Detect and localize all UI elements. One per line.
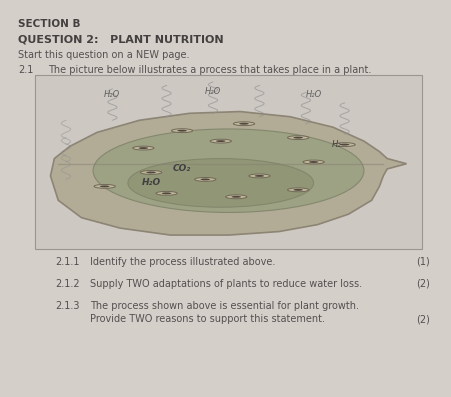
Ellipse shape bbox=[94, 185, 115, 188]
Text: Provide TWO reasons to support this statement.: Provide TWO reasons to support this stat… bbox=[90, 314, 324, 324]
Text: H₂O: H₂O bbox=[204, 87, 221, 96]
Text: 2.1.2: 2.1.2 bbox=[55, 279, 79, 289]
Ellipse shape bbox=[161, 193, 171, 194]
Text: H₂O: H₂O bbox=[305, 91, 321, 99]
Text: (2): (2) bbox=[415, 279, 429, 289]
Ellipse shape bbox=[239, 123, 248, 125]
Text: SECTION B: SECTION B bbox=[18, 19, 80, 29]
Ellipse shape bbox=[177, 130, 186, 132]
Text: (2): (2) bbox=[415, 314, 429, 324]
Ellipse shape bbox=[287, 188, 308, 192]
Text: CO₂: CO₂ bbox=[173, 164, 191, 173]
Ellipse shape bbox=[133, 146, 154, 150]
Text: Supply TWO adaptations of plants to reduce water loss.: Supply TWO adaptations of plants to redu… bbox=[90, 279, 361, 289]
Ellipse shape bbox=[233, 122, 254, 125]
Text: 2.1: 2.1 bbox=[18, 65, 33, 75]
Ellipse shape bbox=[146, 172, 156, 173]
Ellipse shape bbox=[93, 129, 363, 212]
Ellipse shape bbox=[308, 161, 318, 163]
Ellipse shape bbox=[171, 129, 192, 133]
Ellipse shape bbox=[140, 171, 161, 174]
Text: (1): (1) bbox=[415, 257, 429, 267]
Text: Start this question on a NEW page.: Start this question on a NEW page. bbox=[18, 50, 189, 60]
Bar bbox=[35, 75, 421, 249]
Ellipse shape bbox=[293, 137, 302, 139]
Text: QUESTION 2:   PLANT NUTRITION: QUESTION 2: PLANT NUTRITION bbox=[18, 34, 223, 44]
Ellipse shape bbox=[333, 143, 354, 146]
Polygon shape bbox=[51, 112, 405, 235]
Ellipse shape bbox=[225, 195, 246, 199]
Ellipse shape bbox=[128, 158, 313, 207]
Ellipse shape bbox=[216, 140, 225, 142]
Text: H₂O: H₂O bbox=[104, 91, 120, 99]
Ellipse shape bbox=[210, 139, 231, 143]
Text: The picture below illustrates a process that takes place in a plant.: The picture below illustrates a process … bbox=[48, 65, 371, 75]
Ellipse shape bbox=[194, 177, 216, 181]
Text: 2.1.3: 2.1.3 bbox=[55, 301, 79, 311]
Text: H₂O: H₂O bbox=[141, 178, 160, 187]
Ellipse shape bbox=[156, 191, 177, 195]
Ellipse shape bbox=[138, 147, 148, 149]
Ellipse shape bbox=[293, 189, 302, 191]
Text: The process shown above is essential for plant growth.: The process shown above is essential for… bbox=[90, 301, 358, 311]
Ellipse shape bbox=[302, 160, 323, 164]
Text: 2.1.1: 2.1.1 bbox=[55, 257, 79, 267]
Ellipse shape bbox=[287, 136, 308, 140]
Ellipse shape bbox=[200, 178, 210, 180]
Ellipse shape bbox=[100, 185, 109, 187]
Ellipse shape bbox=[231, 196, 240, 198]
Ellipse shape bbox=[339, 144, 349, 146]
Ellipse shape bbox=[254, 175, 264, 177]
Text: H₂: H₂ bbox=[331, 140, 341, 149]
Ellipse shape bbox=[248, 174, 270, 178]
Text: Identify the process illustrated above.: Identify the process illustrated above. bbox=[90, 257, 275, 267]
